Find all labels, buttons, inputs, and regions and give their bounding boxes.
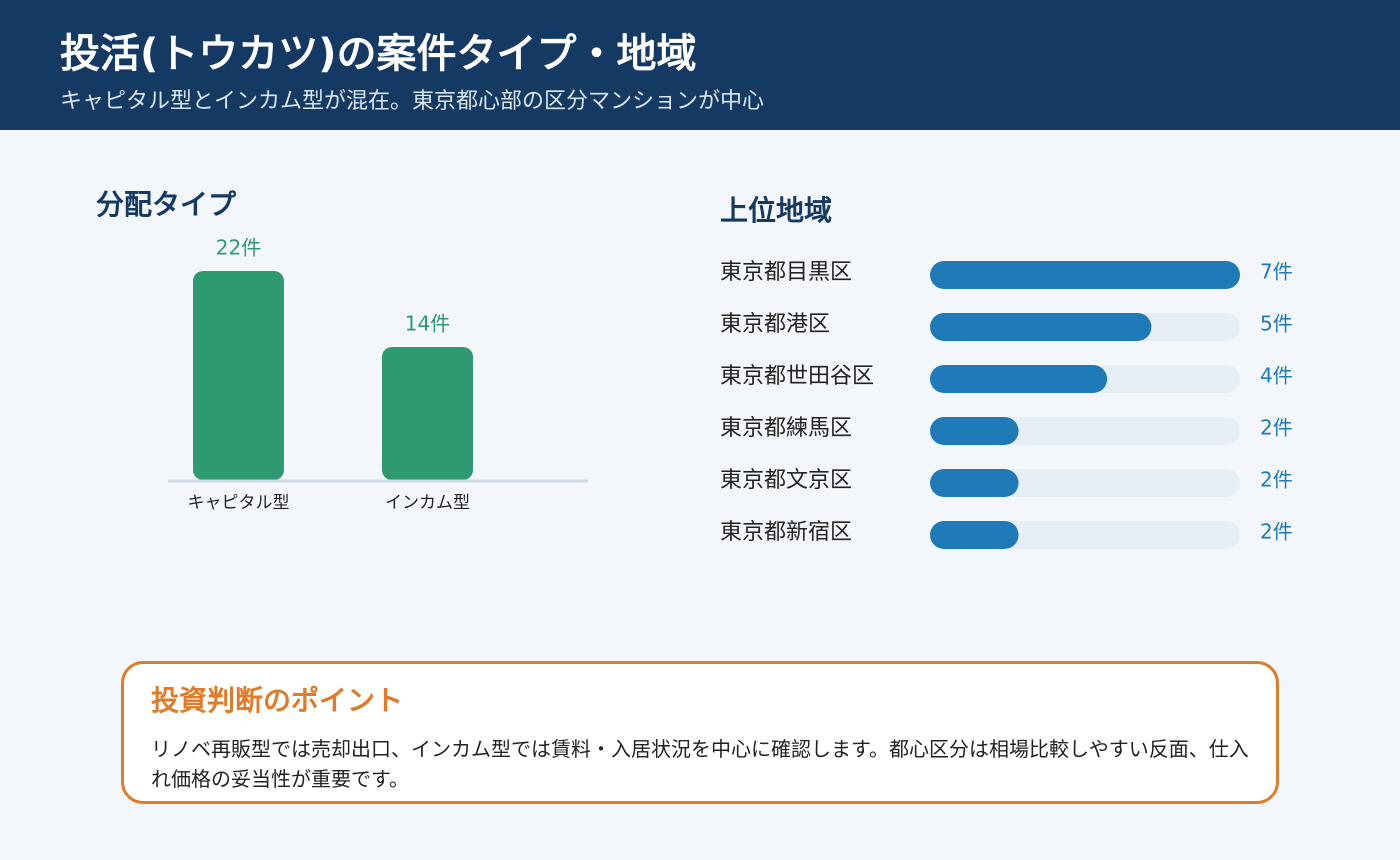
note-text: リノベ再販型では売却出口、インカム型では賃料・入居状況を中心に確認します。都心区…: [151, 737, 1249, 791]
category-label: 東京都文京区: [720, 468, 852, 493]
bar: [193, 271, 284, 480]
page-subtitle: キャピタル型とインカム型が混在。東京都心部の区分マンションが中心: [60, 89, 764, 114]
value-label: 4件: [1260, 364, 1293, 388]
category-label: キャピタル型: [188, 493, 290, 513]
category-label: 東京都港区: [720, 312, 830, 337]
bar: [930, 417, 1019, 445]
header-bar: [0, 0, 1400, 130]
bar: [930, 521, 1019, 549]
chart-title: 上位地域: [720, 194, 832, 227]
category-label: 東京都目黒区: [720, 260, 852, 285]
bar: [382, 347, 473, 480]
value-label: 2件: [1260, 520, 1293, 544]
page-title: 投活(トウカツ)の案件タイプ・地域: [60, 31, 697, 77]
chart-title: 分配タイプ: [96, 188, 237, 221]
note-title: 投資判断のポイント: [151, 684, 404, 717]
category-label: 東京都世田谷区: [720, 364, 874, 389]
value-label: 14件: [405, 312, 450, 336]
value-label: 2件: [1260, 416, 1293, 440]
value-label: 5件: [1260, 312, 1293, 336]
category-label: インカム型: [385, 493, 470, 513]
category-label: 東京都新宿区: [720, 520, 852, 545]
value-label: 7件: [1260, 260, 1293, 284]
bar: [930, 469, 1019, 497]
bar: [930, 261, 1240, 289]
category-label: 東京都練馬区: [720, 416, 852, 441]
value-label: 2件: [1260, 468, 1293, 492]
note-box: 投資判断のポイント リノベ再販型では売却出口、インカム型では賃料・入居状況を中心…: [121, 661, 1279, 804]
bar: [930, 365, 1108, 393]
value-label: 22件: [216, 236, 261, 260]
bar: [930, 313, 1152, 341]
